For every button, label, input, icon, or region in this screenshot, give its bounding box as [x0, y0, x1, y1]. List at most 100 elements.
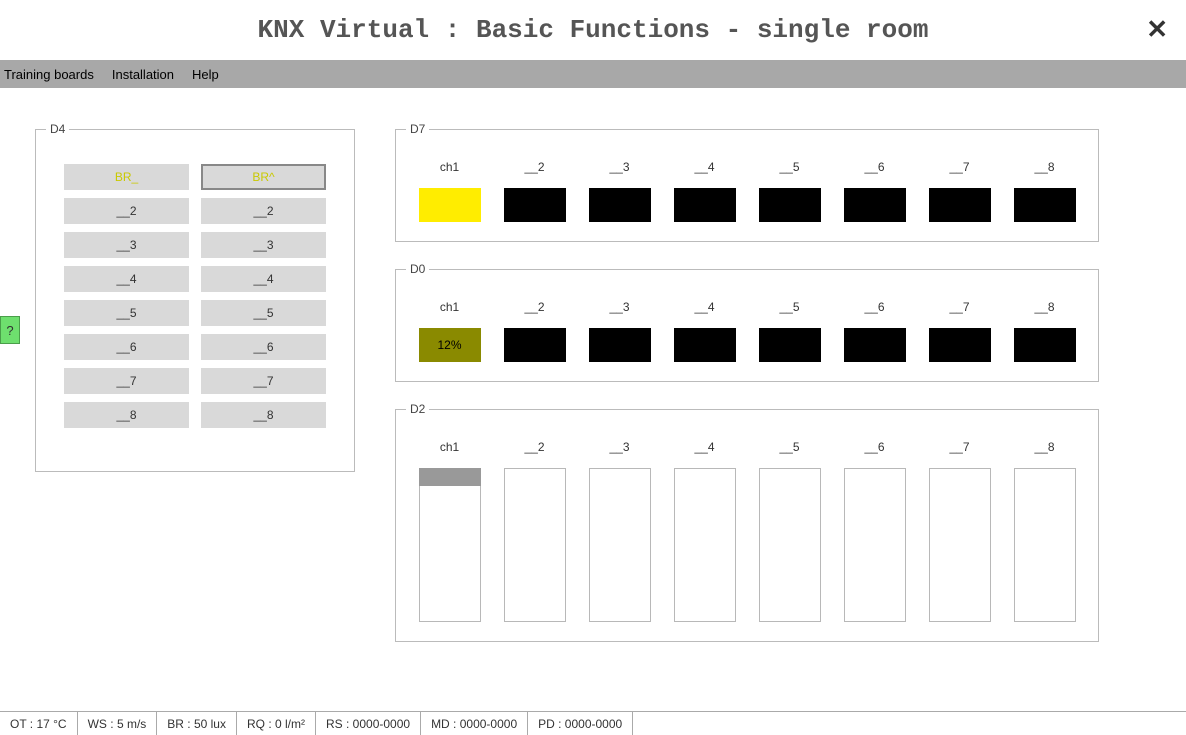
d2-label-7: __7 — [949, 440, 969, 454]
d7-block-2[interactable] — [504, 188, 566, 222]
d4-right-btn-7[interactable]: __7 — [201, 368, 326, 394]
panel-d2-legend: D2 — [406, 402, 429, 416]
d2-label-1: ch1 — [440, 440, 459, 454]
d4-right-btn-5[interactable]: __5 — [201, 300, 326, 326]
d4-right-btn-1[interactable]: BR^ — [201, 164, 326, 190]
panel-d7-legend: D7 — [406, 122, 429, 136]
d2-label-2: __2 — [524, 440, 544, 454]
d4-right-btn-3[interactable]: __3 — [201, 232, 326, 258]
d7-block-5[interactable] — [759, 188, 821, 222]
status-cell-6: MD : 0000-0000 — [421, 712, 528, 735]
d0-label-3: __3 — [609, 300, 629, 314]
d4-left-btn-1[interactable]: BR_ — [64, 164, 189, 190]
d7-label-7: __7 — [949, 160, 969, 174]
d2-label-3: __3 — [609, 440, 629, 454]
d7-label-3: __3 — [609, 160, 629, 174]
d2-row: ch1 __2 __3 __4 __5 __6 __7 __8 — [406, 426, 1088, 622]
d7-label-1: ch1 — [440, 160, 459, 174]
d2-col-4: __4 — [667, 440, 742, 622]
d2-box-5[interactable] — [759, 468, 821, 622]
d7-col-1: ch1 — [412, 160, 487, 222]
d2-col-7: __7 — [922, 440, 997, 622]
d0-label-7: __7 — [949, 300, 969, 314]
d4-right-btn-8[interactable]: __8 — [201, 402, 326, 428]
d2-box-7[interactable] — [929, 468, 991, 622]
d4-left-btn-7[interactable]: __7 — [64, 368, 189, 394]
d7-col-5: __5 — [752, 160, 827, 222]
d7-block-6[interactable] — [844, 188, 906, 222]
d4-left-btn-2[interactable]: __2 — [64, 198, 189, 224]
d2-box-4[interactable] — [674, 468, 736, 622]
d2-box-6[interactable] — [844, 468, 906, 622]
d7-label-8: __8 — [1034, 160, 1054, 174]
d2-col-2: __2 — [497, 440, 572, 622]
panel-d4-legend: D4 — [46, 122, 69, 136]
d2-label-4: __4 — [694, 440, 714, 454]
d7-label-2: __2 — [524, 160, 544, 174]
status-bar: OT : 17 °CWS : 5 m/sBR : 50 luxRQ : 0 l/… — [0, 711, 1186, 735]
d7-col-4: __4 — [667, 160, 742, 222]
menu-help[interactable]: Help — [192, 67, 219, 82]
d2-shade-1 — [419, 468, 481, 486]
d7-block-3[interactable] — [589, 188, 651, 222]
d0-block-6[interactable] — [844, 328, 906, 362]
d7-col-7: __7 — [922, 160, 997, 222]
d2-box-1[interactable] — [419, 468, 481, 622]
d0-col-2: __2 — [497, 300, 572, 362]
d4-grid: BR_ BR^ __2 __2 __3 __3 __4 __4 __5 __5 __6 __6 __7 _… — [46, 146, 344, 428]
d2-label-6: __6 — [864, 440, 884, 454]
d7-block-4[interactable] — [674, 188, 736, 222]
d0-block-5[interactable] — [759, 328, 821, 362]
d0-label-6: __6 — [864, 300, 884, 314]
d4-left-btn-4[interactable]: __4 — [64, 266, 189, 292]
d0-block-2[interactable] — [504, 328, 566, 362]
d4-right-btn-6[interactable]: __6 — [201, 334, 326, 360]
d2-col-6: __6 — [837, 440, 912, 622]
d7-col-6: __6 — [837, 160, 912, 222]
d7-block-1[interactable] — [419, 188, 481, 222]
panel-d2: D2 ch1 __2 __3 __4 __5 __6 __7 __8 — [395, 402, 1099, 642]
d4-right-btn-2[interactable]: __2 — [201, 198, 326, 224]
d0-block-8[interactable] — [1014, 328, 1076, 362]
d2-col-1: ch1 — [412, 440, 487, 622]
close-icon[interactable]: ✕ — [1146, 14, 1168, 45]
d0-block-3[interactable] — [589, 328, 651, 362]
d0-label-4: __4 — [694, 300, 714, 314]
d7-label-6: __6 — [864, 160, 884, 174]
status-cell-4: RQ : 0 l/m² — [237, 712, 316, 735]
status-cell-3: BR : 50 lux — [157, 712, 237, 735]
panel-d7: D7 ch1 __2 __3 __4__5 __6 __7 __8 — [395, 122, 1099, 242]
d0-block-4[interactable] — [674, 328, 736, 362]
d0-block-7[interactable] — [929, 328, 991, 362]
d0-col-5: __5 — [752, 300, 827, 362]
d4-left-btn-6[interactable]: __6 — [64, 334, 189, 360]
menu-training-boards[interactable]: Training boards — [4, 67, 94, 82]
d2-label-5: __5 — [779, 440, 799, 454]
d2-box-2[interactable] — [504, 468, 566, 622]
d4-left-btn-3[interactable]: __3 — [64, 232, 189, 258]
d0-col-3: __3 — [582, 300, 657, 362]
status-cell-5: RS : 0000-0000 — [316, 712, 421, 735]
d0-block-1[interactable]: 12% — [419, 328, 481, 362]
d4-left-btn-5[interactable]: __5 — [64, 300, 189, 326]
d0-label-2: __2 — [524, 300, 544, 314]
title-bar: KNX Virtual : Basic Functions - single r… — [0, 0, 1186, 60]
d0-col-7: __7 — [922, 300, 997, 362]
d2-box-3[interactable] — [589, 468, 651, 622]
d2-box-8[interactable] — [1014, 468, 1076, 622]
d0-col-8: __8 — [1007, 300, 1082, 362]
d7-col-2: __2 — [497, 160, 572, 222]
panel-d4: D4 BR_ BR^ __2 __2 __3 __3 __4 __4 __5 __5 __6 __6 _… — [35, 122, 355, 472]
d7-col-3: __3 — [582, 160, 657, 222]
d4-left-btn-8[interactable]: __8 — [64, 402, 189, 428]
menu-installation[interactable]: Installation — [112, 67, 174, 82]
d2-label-8: __8 — [1034, 440, 1054, 454]
d0-label-8: __8 — [1034, 300, 1054, 314]
d7-block-8[interactable] — [1014, 188, 1076, 222]
d4-right-btn-4[interactable]: __4 — [201, 266, 326, 292]
status-cell-7: PD : 0000-0000 — [528, 712, 633, 735]
d7-block-7[interactable] — [929, 188, 991, 222]
d7-row: ch1 __2 __3 __4__5 __6 __7 __8 — [406, 146, 1088, 222]
help-tab[interactable]: ? — [0, 316, 20, 344]
d0-label-1: ch1 — [440, 300, 459, 314]
